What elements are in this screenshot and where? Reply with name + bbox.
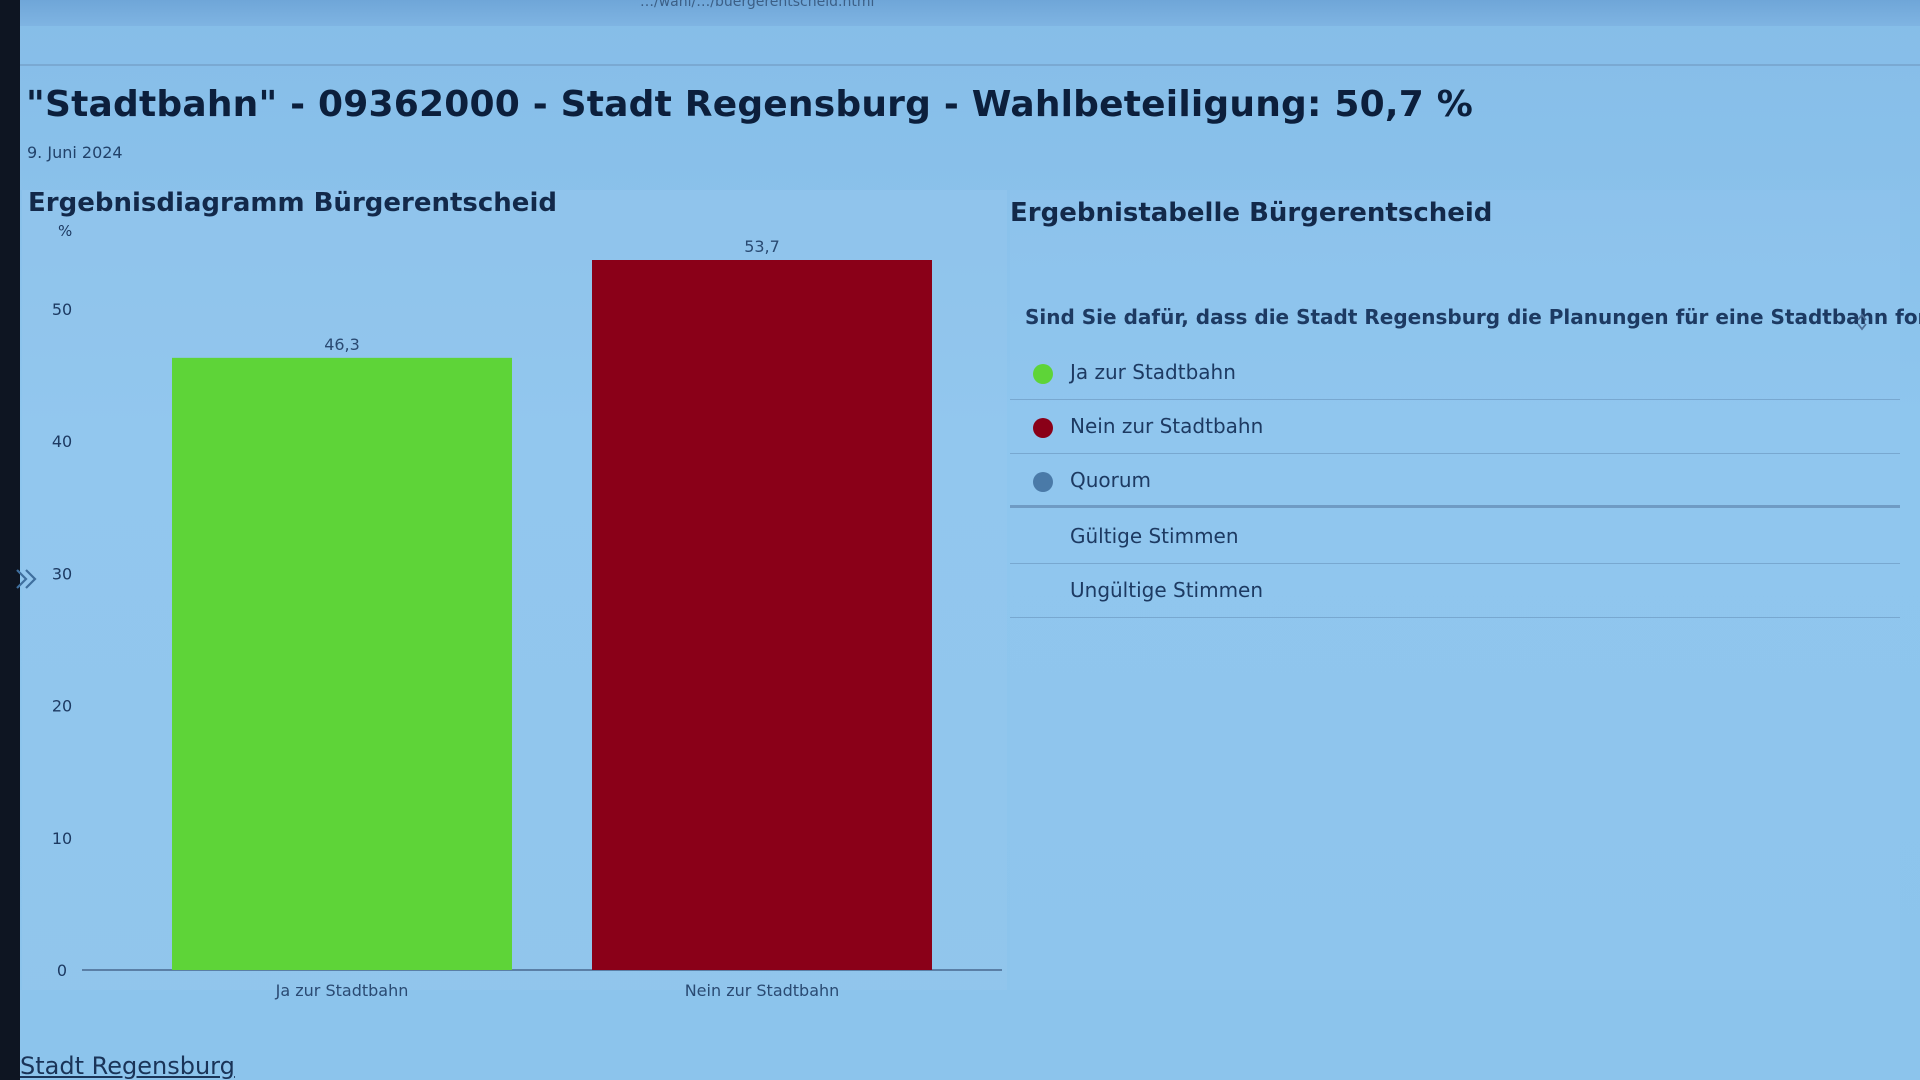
- sort-icon[interactable]: [1855, 312, 1869, 332]
- bar-value-label: 53,7: [744, 237, 780, 256]
- legend-dot-icon: [1033, 472, 1053, 492]
- header-divider: [20, 64, 1920, 66]
- y-tick-label: 10: [52, 829, 72, 848]
- table-row[interactable]: Quorum: [1010, 454, 1900, 508]
- y-tick-label: 50: [52, 300, 72, 319]
- screen-bezel: [0, 0, 20, 1080]
- bar-value-label: 46,3: [324, 335, 360, 354]
- double-chevron-right-icon[interactable]: [12, 564, 42, 594]
- table-row[interactable]: Ungültige Stimmen: [1010, 564, 1900, 618]
- legend-dot-icon: [1033, 364, 1053, 384]
- chart-title: Ergebnisdiagramm Bürgerentscheid: [28, 188, 557, 218]
- table-row-label: Gültige Stimmen: [1070, 524, 1239, 548]
- table-row-label: Quorum: [1070, 468, 1152, 492]
- table-row-label: Ja zur Stadtbahn: [1070, 360, 1236, 384]
- result-bar-chart: % 0 10 20 30 40 50 46,3 Ja zur Stadtbahn 53,7 Nein…: [52, 222, 1002, 1000]
- table-row[interactable]: Gültige Stimmen: [1010, 510, 1900, 564]
- table-row[interactable]: Nein zur Stadtbahn: [1010, 400, 1900, 454]
- footer-link-stadt-regensburg[interactable]: Stadt Regensburg: [20, 1052, 235, 1080]
- legend-dot-icon: [1033, 418, 1053, 438]
- table-row-label: Ungültige Stimmen: [1070, 578, 1264, 602]
- y-tick-label: 40: [52, 432, 72, 451]
- x-category-label: Nein zur Stadtbahn: [685, 981, 840, 1000]
- table-row-label: Nein zur Stadtbahn: [1070, 414, 1264, 438]
- bar-nein: [592, 260, 932, 970]
- table-row[interactable]: Ja zur Stadtbahn: [1010, 346, 1900, 400]
- election-date: 9. Juni 2024: [27, 143, 123, 162]
- table-title: Ergebnistabelle Bürgerentscheid: [1010, 198, 1493, 228]
- x-category-label: Ja zur Stadtbahn: [275, 981, 409, 1000]
- question-header[interactable]: Sind Sie dafür, dass die Stadt Regensbur…: [1025, 305, 1920, 329]
- y-tick-label: 30: [52, 564, 72, 583]
- y-tick-label: 0: [57, 961, 67, 980]
- y-tick-label: 20: [52, 697, 72, 716]
- page-title: "Stadtbahn" - 09362000 - Stadt Regensbur…: [26, 84, 1473, 125]
- y-axis-unit-label: %: [58, 222, 72, 240]
- address-bar-url: …/wahl/…/buergerentscheid.html: [640, 0, 875, 10]
- table-panel: [1010, 190, 1900, 990]
- bar-ja: [172, 357, 512, 970]
- address-bar[interactable]: …/wahl/…/buergerentscheid.html: [20, 0, 1920, 26]
